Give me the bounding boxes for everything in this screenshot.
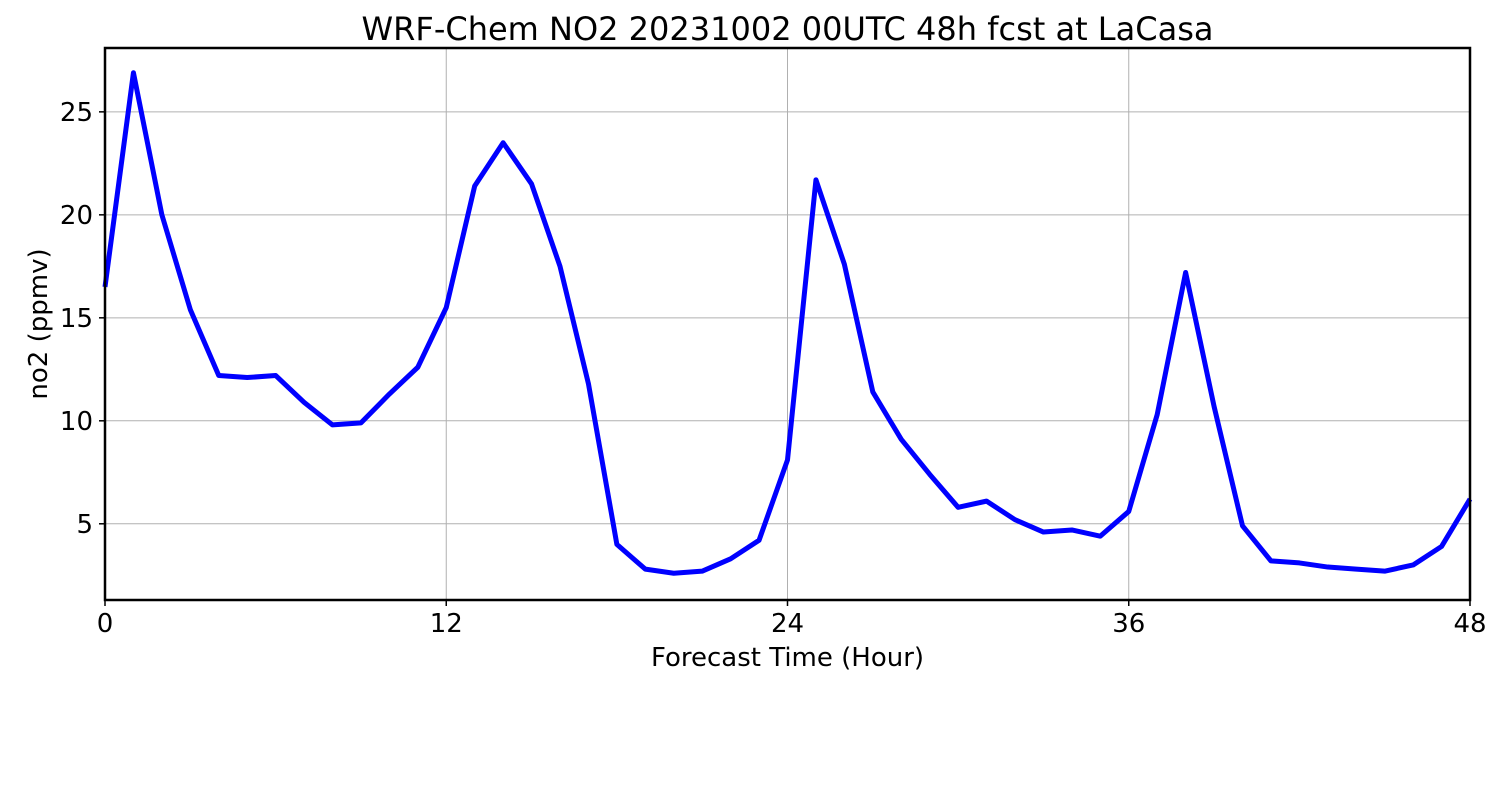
x-tick-label: 24 (771, 609, 804, 639)
axis-ticks: 0 12 24 36 48 5 10 15 20 25 (60, 98, 1487, 639)
x-tick-label: 12 (430, 609, 463, 639)
y-tick-label: 20 (60, 201, 93, 231)
y-axis-label: no2 (ppmv) (24, 248, 54, 399)
y-tick-label: 15 (60, 304, 93, 334)
y-tick-label: 25 (60, 98, 93, 128)
x-tick-label: 0 (97, 609, 114, 639)
grid-lines (104, 48, 1471, 600)
x-tick-label: 36 (1112, 609, 1145, 639)
x-tick-label: 48 (1453, 609, 1486, 639)
y-tick-label: 10 (60, 407, 93, 437)
chart-title: WRF-Chem NO2 20231002 00UTC 48h fcst at … (362, 10, 1214, 48)
series-line-0 (102, 70, 1473, 576)
series-layer (102, 70, 1473, 576)
x-axis-label: Forecast Time (Hour) (651, 643, 924, 673)
y-tick-label: 5 (76, 510, 93, 540)
